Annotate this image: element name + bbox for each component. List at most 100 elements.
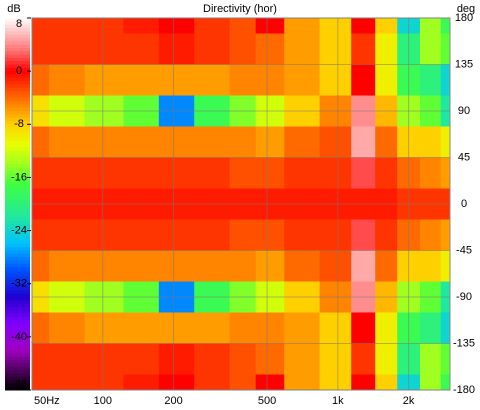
colorbar-band — [5, 283, 30, 288]
colorbar-band — [5, 223, 30, 228]
colorbar-band — [5, 290, 30, 295]
x-tick-label: 100 — [94, 395, 112, 407]
heat-cell — [49, 64, 86, 96]
heat-cell — [440, 126, 451, 158]
colorbar-band — [5, 57, 30, 62]
colorbar-band — [5, 77, 30, 82]
heat-cell — [158, 374, 195, 391]
heat-cell — [440, 219, 451, 251]
colorbar-band — [5, 360, 30, 364]
colorbar-band — [5, 127, 30, 132]
colorbar-band — [5, 213, 30, 218]
heat-cell — [123, 219, 160, 251]
colorbar-band — [5, 67, 30, 72]
colorbar-band — [5, 333, 30, 338]
colorbar-band — [5, 267, 30, 271]
colorbar-band — [5, 280, 30, 285]
heat-cell — [319, 157, 352, 189]
heat-cell — [229, 343, 257, 375]
heat-cell — [255, 374, 285, 391]
heat-cell — [440, 33, 451, 65]
heat-cell — [351, 157, 376, 189]
colorbar-band — [5, 124, 30, 129]
colorbar-band — [5, 326, 30, 331]
heat-cell — [84, 374, 124, 391]
colorbar-band — [5, 257, 30, 261]
heat-cell — [84, 157, 124, 189]
heat-cell — [123, 250, 160, 282]
heat-cell — [375, 18, 398, 34]
colorbar-band — [5, 386, 30, 391]
heat-cell — [158, 343, 195, 375]
heat-cell — [229, 157, 257, 189]
heat-cell — [32, 18, 50, 34]
heat-cell — [229, 250, 257, 282]
y-tick-label: 180 — [455, 12, 473, 24]
heat-cell — [194, 64, 231, 96]
heat-cell — [284, 18, 321, 34]
colorbar-band — [5, 263, 30, 268]
y-tick-label: 0 — [461, 198, 467, 210]
colorbar-band — [5, 74, 30, 79]
heat-cell — [194, 219, 231, 251]
heat-cell — [49, 312, 86, 344]
colorbar-band — [5, 34, 30, 39]
heat-cell — [440, 18, 451, 34]
colorbar-band — [5, 230, 30, 235]
colorbar-label: 0 — [16, 65, 22, 77]
heat-cell — [319, 219, 352, 251]
heat-cell — [194, 126, 231, 158]
colorbar-band — [5, 247, 30, 251]
heat-cell — [84, 343, 124, 375]
colorbar-band — [5, 51, 30, 56]
heat-cell — [194, 250, 231, 282]
colorbar-band — [5, 194, 30, 198]
heat-cell — [32, 219, 50, 251]
heat-cell — [375, 64, 398, 96]
colorbar-band — [5, 87, 30, 92]
colorbar-label: -16 — [11, 171, 27, 183]
colorbar-band — [5, 37, 30, 42]
heat-cell — [158, 250, 195, 282]
heat-cell — [351, 312, 376, 344]
colorbar-band — [5, 187, 30, 192]
colorbar-band — [5, 101, 30, 105]
colorbar-band — [5, 270, 30, 275]
x-tick-label: 200 — [164, 395, 182, 407]
heat-cell — [375, 374, 398, 391]
colorbar-band — [5, 27, 30, 32]
colorbar-band — [5, 350, 30, 354]
heat-cell — [351, 18, 376, 34]
heat-cell — [32, 312, 50, 344]
colorbar-band — [5, 21, 30, 26]
colorbar-band — [5, 320, 30, 325]
heat-cell — [32, 33, 50, 65]
heat-cell — [84, 250, 124, 282]
heat-cell — [49, 219, 86, 251]
colorbar-band — [5, 356, 30, 361]
heat-cell — [158, 64, 195, 96]
heat-cell — [351, 33, 376, 65]
colorbar-label: -40 — [11, 331, 27, 343]
colorbar-band — [5, 117, 30, 122]
heat-cell — [32, 126, 50, 158]
heat-cell — [123, 312, 160, 344]
colorbar-band — [5, 197, 30, 202]
heat-cell — [32, 250, 50, 282]
heat-cell — [194, 312, 231, 344]
colorbar-band — [5, 200, 30, 205]
heat-cell — [419, 126, 442, 158]
heat-cell — [351, 219, 376, 251]
heat-cell — [229, 33, 257, 65]
heat-cell — [419, 64, 442, 96]
colorbar-band — [5, 31, 30, 36]
heat-cell — [440, 374, 451, 391]
heat-cell — [255, 250, 285, 282]
colorbar-band — [5, 243, 30, 248]
heat-cell — [284, 157, 321, 189]
heat-cell — [158, 219, 195, 251]
heat-cell — [419, 219, 442, 251]
colorbar-band — [5, 277, 30, 281]
colorbar-band — [5, 346, 30, 351]
